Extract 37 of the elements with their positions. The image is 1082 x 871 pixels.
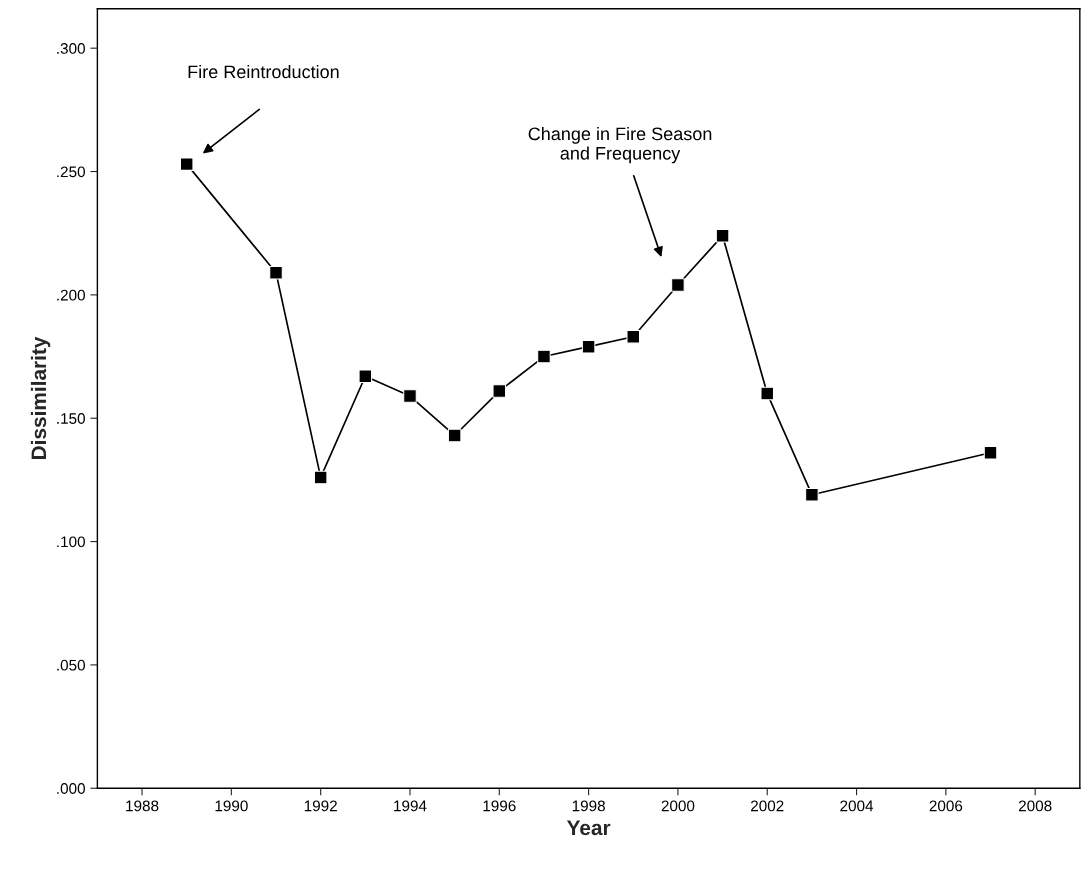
y-tick-label: .200 (57, 289, 85, 301)
point (179, 157, 194, 171)
y-tick-label: .300 (57, 43, 85, 54)
point (358, 369, 373, 384)
x-tick-label: 1994 (394, 800, 427, 812)
point (581, 339, 596, 354)
y-axis-title: Dissimilarity (30, 336, 51, 460)
x-tick-label: 2008 (1018, 800, 1052, 812)
point (269, 265, 283, 280)
y-tick-label: .150 (57, 413, 85, 424)
point (403, 389, 417, 403)
point (447, 428, 462, 443)
annotation: Change in Fire Season and Frequency (528, 126, 712, 164)
y-tick-label: .100 (57, 536, 85, 548)
point (805, 487, 819, 502)
point (492, 384, 507, 398)
point (313, 470, 328, 485)
point (715, 228, 730, 243)
x-tick-label: 1992 (304, 800, 337, 812)
point (537, 349, 551, 364)
point (626, 330, 641, 344)
x-tick-label: 1996 (483, 800, 516, 812)
point (983, 445, 998, 460)
point (671, 278, 685, 292)
y-tick-label: .050 (57, 659, 85, 671)
x-tick-label: 1988 (126, 800, 159, 812)
x-tick-label: 2002 (751, 800, 784, 812)
y-tick-label: .250 (57, 166, 85, 178)
annotation: Fire Reintroduction (188, 65, 339, 79)
x-tick-label: 2000 (661, 800, 695, 812)
x-tick-label: 2004 (840, 800, 874, 812)
y-tick-label: .000 (57, 783, 85, 794)
x-axis-title: Year (566, 820, 611, 836)
x-tick-label: 1990 (215, 800, 248, 812)
point (760, 386, 775, 401)
x-tick-label: 1998 (572, 800, 605, 812)
x-tick-label: 2006 (929, 800, 963, 812)
